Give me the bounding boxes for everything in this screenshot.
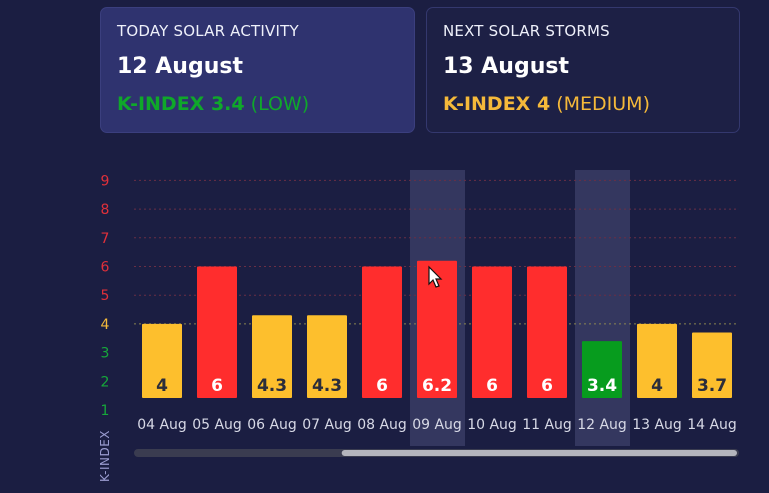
x-tick-label: 12 Aug [577,417,627,433]
x-tick-label: 04 Aug [137,417,187,433]
bar-value-label: 3.7 [697,376,727,396]
today-card-title: TODAY SOLAR ACTIVITY [117,22,299,40]
y-tick-label: 3 [101,346,110,362]
x-tick-label: 11 Aug [522,417,572,433]
x-tick-label: 13 Aug [632,417,682,433]
y-tick-label: 8 [101,202,110,218]
bar-10-aug[interactable] [472,266,512,399]
y-tick-label: 1 [101,403,110,419]
next-storms-card: NEXT SOLAR STORMS 13 August K-INDEX 4 (M… [426,7,740,133]
x-tick-label: 14 Aug [687,417,737,433]
y-tick-label: 7 [101,231,110,247]
bar-14-aug[interactable] [692,332,732,398]
bar-value-label: 6.2 [422,376,452,396]
y-tick-label: 5 [101,288,110,304]
horizontal-scrollbar[interactable] [134,449,739,457]
y-tick-label: 6 [101,260,110,276]
bar-13-aug[interactable] [637,323,677,398]
x-tick-label: 07 Aug [302,417,352,433]
bar-value-label: 6 [376,376,388,396]
bar-07-aug[interactable] [307,315,347,398]
bar-value-label: 4.3 [312,376,342,396]
next-date: 13 August [443,54,569,79]
next-k-index: K-INDEX 4 (MEDIUM) [443,93,723,115]
scrollbar-thumb[interactable] [341,450,737,456]
x-tick-label: 05 Aug [192,417,242,433]
today-k-index: K-INDEX 3.4 (LOW) [117,93,398,115]
mouse-cursor-icon [428,265,443,288]
today-date: 12 August [117,54,243,79]
bar-value-label: 4 [156,376,168,396]
today-k-level: (LOW) [250,93,310,115]
today-k-value: K-INDEX 3.4 [117,93,245,115]
x-tick-label: 08 Aug [357,417,407,433]
bar-value-label: 4.3 [257,376,287,396]
y-tick-label: 2 [101,374,110,390]
bar-09-aug[interactable] [417,260,457,398]
next-card-title: NEXT SOLAR STORMS [443,22,610,40]
highlight-column-12-aug [575,170,630,446]
bar-11-aug[interactable] [527,266,567,399]
bar-value-label: 6 [486,376,498,396]
x-tick-label: 10 Aug [467,417,517,433]
next-k-level: (MEDIUM) [556,93,650,115]
x-tick-label: 09 Aug [412,417,462,433]
bar-04-aug[interactable] [142,323,182,398]
bar-value-label: 6 [541,376,553,396]
bar-05-aug[interactable] [197,266,237,399]
x-tick-label: 06 Aug [247,417,297,433]
bar-12-aug[interactable] [582,341,622,398]
bar-value-label: 4 [651,376,663,396]
y-tick-label: 4 [101,317,110,333]
bar-value-label: 6 [211,376,223,396]
bar-06-aug[interactable] [252,315,292,398]
today-activity-card: TODAY SOLAR ACTIVITY 12 August K-INDEX 3… [100,7,415,133]
bar-08-aug[interactable] [362,266,402,399]
y-tick-label: 9 [101,173,110,189]
y-axis-label: K-INDEX [98,430,112,482]
next-k-value: K-INDEX 4 [443,93,551,115]
bar-value-label: 3.4 [587,376,617,396]
